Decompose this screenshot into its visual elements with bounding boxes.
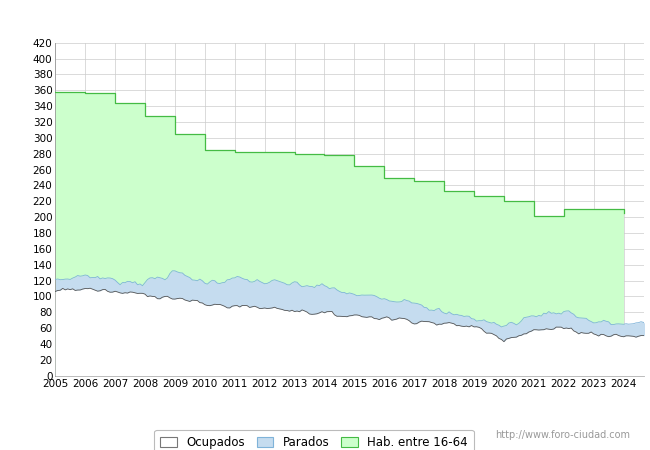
Text: Destriana - Evolucion de la poblacion en edad de Trabajar Agosto de 2024: Destriana - Evolucion de la poblacion en…	[77, 13, 573, 26]
Legend: Ocupados, Parados, Hab. entre 16-64: Ocupados, Parados, Hab. entre 16-64	[155, 430, 474, 450]
Text: http://www.foro-ciudad.com: http://www.foro-ciudad.com	[495, 430, 630, 440]
